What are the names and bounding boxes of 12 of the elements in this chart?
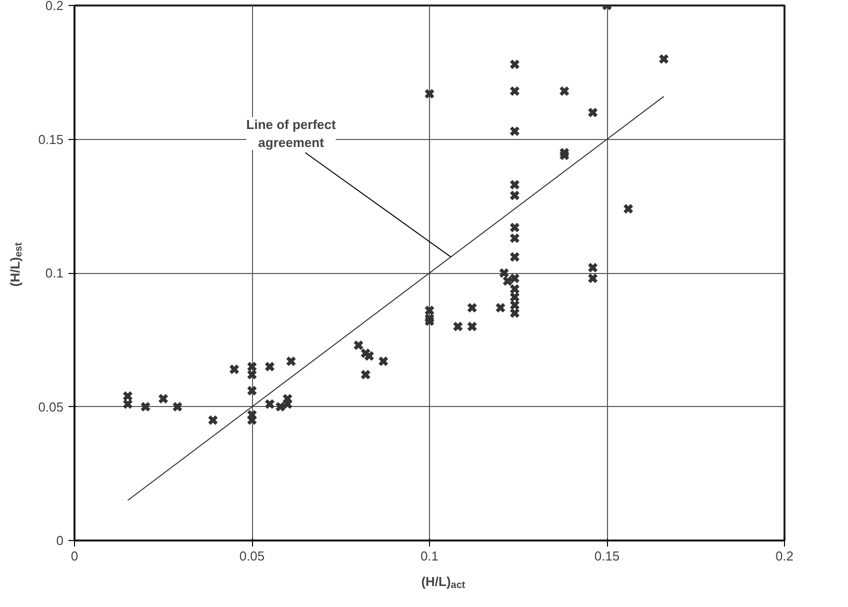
y-tick-label: 0.2 xyxy=(45,0,64,13)
x-tick-label: 0 xyxy=(70,548,78,564)
x-tick-label: 0.1 xyxy=(420,548,439,564)
y-tick-label: 0.1 xyxy=(45,266,64,280)
x-tick-label: 0.15 xyxy=(594,548,620,564)
y-tick-label: 0.15 xyxy=(38,132,64,147)
y-tick-label: 0 xyxy=(56,533,64,548)
x-tick-label: 0.05 xyxy=(239,548,265,564)
y-tick-label: 0.05 xyxy=(38,399,64,414)
x-tick-label: 0.2 xyxy=(775,548,794,564)
y-axis-title: (H/L)est xyxy=(7,242,24,287)
annotation: Line of perfect agreement xyxy=(246,116,337,150)
